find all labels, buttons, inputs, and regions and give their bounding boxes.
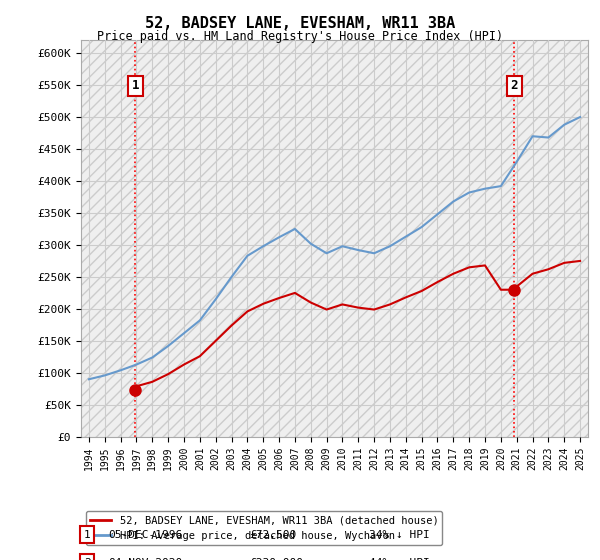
Legend: 52, BADSEY LANE, EVESHAM, WR11 3BA (detached house), HPI: Average price, detache: 52, BADSEY LANE, EVESHAM, WR11 3BA (deta… bbox=[86, 511, 442, 545]
Text: 2: 2 bbox=[83, 558, 91, 560]
Text: 34% ↓ HPI: 34% ↓ HPI bbox=[369, 530, 430, 540]
Text: Price paid vs. HM Land Registry's House Price Index (HPI): Price paid vs. HM Land Registry's House … bbox=[97, 30, 503, 43]
Text: 1: 1 bbox=[83, 530, 91, 540]
Text: £230,000: £230,000 bbox=[249, 558, 303, 560]
Text: 04-NOV-2020: 04-NOV-2020 bbox=[108, 558, 182, 560]
Text: 52, BADSEY LANE, EVESHAM, WR11 3BA: 52, BADSEY LANE, EVESHAM, WR11 3BA bbox=[145, 16, 455, 31]
Text: 05-DEC-1996: 05-DEC-1996 bbox=[108, 530, 182, 540]
Text: £72,500: £72,500 bbox=[249, 530, 296, 540]
Text: 2: 2 bbox=[510, 80, 518, 92]
Text: 44% ↓ HPI: 44% ↓ HPI bbox=[369, 558, 430, 560]
Text: 1: 1 bbox=[131, 80, 139, 92]
